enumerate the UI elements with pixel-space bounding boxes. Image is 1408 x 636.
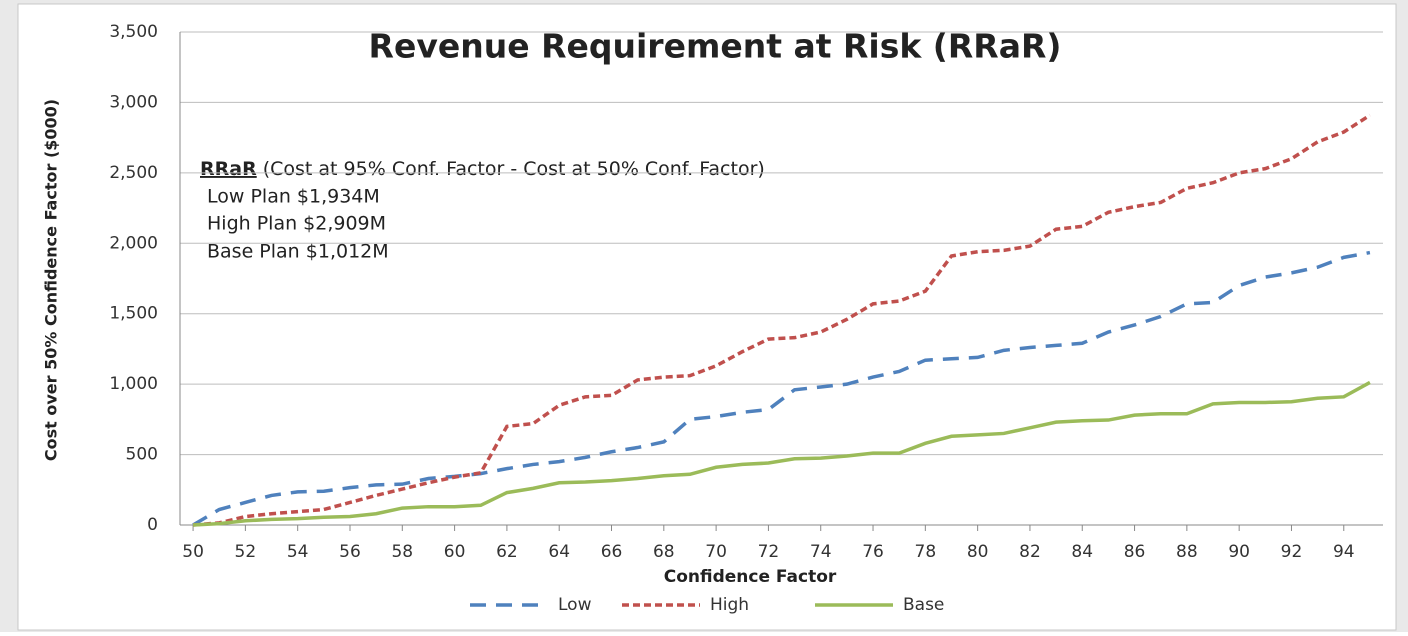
series-line — [192, 380, 1371, 527]
legend-label: High — [710, 595, 749, 615]
legend-label: Base — [903, 595, 944, 615]
series-line — [192, 113, 1371, 527]
x-tick-label: 74 — [810, 542, 832, 562]
y-tick-label: 500 — [126, 445, 158, 465]
x-tick-label: 64 — [548, 542, 570, 562]
y-tick-label: 3,500 — [109, 22, 158, 42]
y-axis-label: Cost over 50% Confidence Factor ($000) — [42, 99, 61, 461]
x-tick-label: 70 — [705, 542, 727, 562]
annotation-line: Low Plan $1,934M — [207, 186, 380, 208]
x-tick-label: 60 — [444, 542, 466, 562]
annotation-heading-note: (Cost at 95% Conf. Factor - Cost at 50% … — [263, 158, 765, 180]
y-tick-label: 1,000 — [109, 374, 158, 394]
x-tick-label: 54 — [287, 542, 309, 562]
x-tick-label: 66 — [601, 542, 623, 562]
x-tick-label: 68 — [653, 542, 675, 562]
y-tick-label: 2,500 — [109, 163, 158, 183]
x-tick-label: 82 — [1019, 542, 1041, 562]
x-tick-label: 78 — [915, 542, 937, 562]
annotation-heading-key: RRaR — [200, 158, 257, 180]
legend-label: Low — [558, 595, 592, 615]
y-tick-label: 3,000 — [109, 92, 158, 112]
x-axis-label: Confidence Factor — [664, 567, 837, 587]
series-line — [192, 250, 1371, 527]
annotation-heading: RRaR (Cost at 95% Conf. Factor - Cost at … — [200, 158, 765, 180]
x-tick-label: 84 — [1071, 542, 1093, 562]
y-tick-label: 1,500 — [109, 304, 158, 324]
x-tick-label: 90 — [1228, 542, 1250, 562]
annotation-line: Base Plan $1,012M — [207, 241, 389, 263]
x-tick-label: 72 — [758, 542, 780, 562]
x-tick-label: 50 — [182, 542, 204, 562]
x-tick-label: 86 — [1124, 542, 1146, 562]
x-tick-label: 52 — [235, 542, 257, 562]
x-tick-label: 76 — [862, 542, 884, 562]
x-tick-label: 58 — [391, 542, 413, 562]
y-tick-label: 2,000 — [109, 233, 158, 253]
y-tick-label: 0 — [147, 515, 158, 535]
x-tick-label: 94 — [1333, 542, 1355, 562]
x-tick-label: 62 — [496, 542, 518, 562]
x-tick-label: 56 — [339, 542, 361, 562]
x-tick-label: 92 — [1281, 542, 1303, 562]
annotation-line: High Plan $2,909M — [207, 213, 386, 235]
x-tick-label: 80 — [967, 542, 989, 562]
x-tick-label: 88 — [1176, 542, 1198, 562]
chart-title: Revenue Requirement at Risk (RRaR) — [369, 27, 1062, 66]
chart-area — [17, 3, 1397, 631]
